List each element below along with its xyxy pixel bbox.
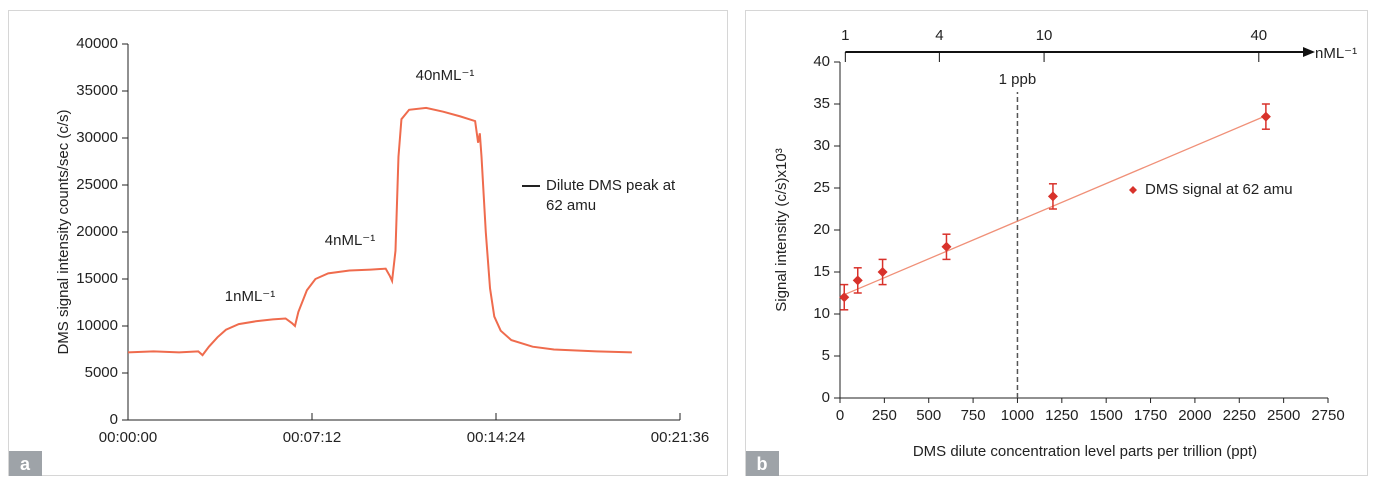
y-tick-label: 10000 xyxy=(76,317,118,334)
point xyxy=(1260,111,1271,122)
fit-line xyxy=(844,115,1267,296)
x-tick-label: 1750 xyxy=(1134,407,1167,424)
panel-label-box xyxy=(9,451,42,476)
y-tick-label: 25 xyxy=(813,179,830,196)
x-tick-label: 0 xyxy=(836,407,844,424)
y-axis-label: Signal intensity (c/s)x10³ xyxy=(773,148,790,311)
y-tick-label: 40000 xyxy=(76,35,118,52)
y-tick-label: 30000 xyxy=(76,129,118,146)
point xyxy=(877,267,888,277)
y-tick-label: 10 xyxy=(813,305,830,322)
x-tick-label: 500 xyxy=(916,407,941,424)
legend-label: DMS signal at 62 amu xyxy=(1145,181,1293,198)
x-tick-label: 1000 xyxy=(1001,407,1034,424)
y-tick-label: 30 xyxy=(813,137,830,154)
panel-label: b xyxy=(757,454,768,474)
top-tick-label: 4 xyxy=(935,27,943,44)
top-tick-label: 1 xyxy=(841,27,849,44)
series-line xyxy=(127,106,632,357)
x-tick-label: 2750 xyxy=(1311,407,1344,424)
y-tick-label: 0 xyxy=(822,389,830,406)
y-tick-label: 20000 xyxy=(76,223,118,240)
x-tick-label: 2250 xyxy=(1223,407,1256,424)
y-tick-label: 20 xyxy=(813,221,830,238)
x-tick-label: 2500 xyxy=(1267,407,1300,424)
annotation: 40nML⁻¹ xyxy=(416,67,475,84)
point xyxy=(1047,191,1058,202)
annotation: 4nML⁻¹ xyxy=(325,232,375,249)
point xyxy=(941,241,952,252)
y-tick-label: 35000 xyxy=(76,82,118,99)
x-tick-label: 00:21:36 xyxy=(651,429,709,446)
y-tick-label: 35 xyxy=(813,95,830,112)
top-tick-label: 10 xyxy=(1036,27,1053,44)
x-tick-label: 1250 xyxy=(1045,407,1078,424)
y-tick-label: 5 xyxy=(822,347,830,364)
x-tick-label: 00:00:00 xyxy=(99,429,157,446)
y-tick-label: 15 xyxy=(813,263,830,280)
panel-label: a xyxy=(20,454,31,474)
top-axis-arrow xyxy=(1303,47,1315,57)
panel-frame xyxy=(745,10,1368,476)
legend-label: Dilute DMS peak at 62 amu xyxy=(546,177,676,214)
x-tick-label: 750 xyxy=(961,407,986,424)
top-axis-label: nML⁻¹ xyxy=(1315,45,1357,62)
point xyxy=(852,275,863,286)
panel-frame xyxy=(8,10,728,476)
x-tick-label: 250 xyxy=(872,407,897,424)
annotation: 1nML⁻¹ xyxy=(225,288,275,305)
y-tick-label: 40 xyxy=(813,53,830,70)
y-axis-label: DMS signal intensity counts/sec (c/s) xyxy=(55,109,72,354)
point xyxy=(839,292,850,303)
x-tick-label: 00:07:12 xyxy=(283,429,341,446)
panel-label-box xyxy=(746,451,779,476)
y-tick-label: 5000 xyxy=(85,364,118,381)
x-axis-label: DMS dilute concentration level parts per… xyxy=(913,443,1257,460)
y-tick-label: 15000 xyxy=(76,270,118,287)
y-tick-label: 0 xyxy=(110,411,118,428)
top-tick-label: 40 xyxy=(1250,27,1267,44)
reference-label: 1 ppb xyxy=(999,71,1037,88)
x-tick-label: 1500 xyxy=(1089,407,1122,424)
x-tick-label: 00:14:24 xyxy=(467,429,525,446)
x-tick-label: 2000 xyxy=(1178,407,1211,424)
y-tick-label: 25000 xyxy=(76,176,118,193)
legend-swatch xyxy=(1129,186,1137,194)
